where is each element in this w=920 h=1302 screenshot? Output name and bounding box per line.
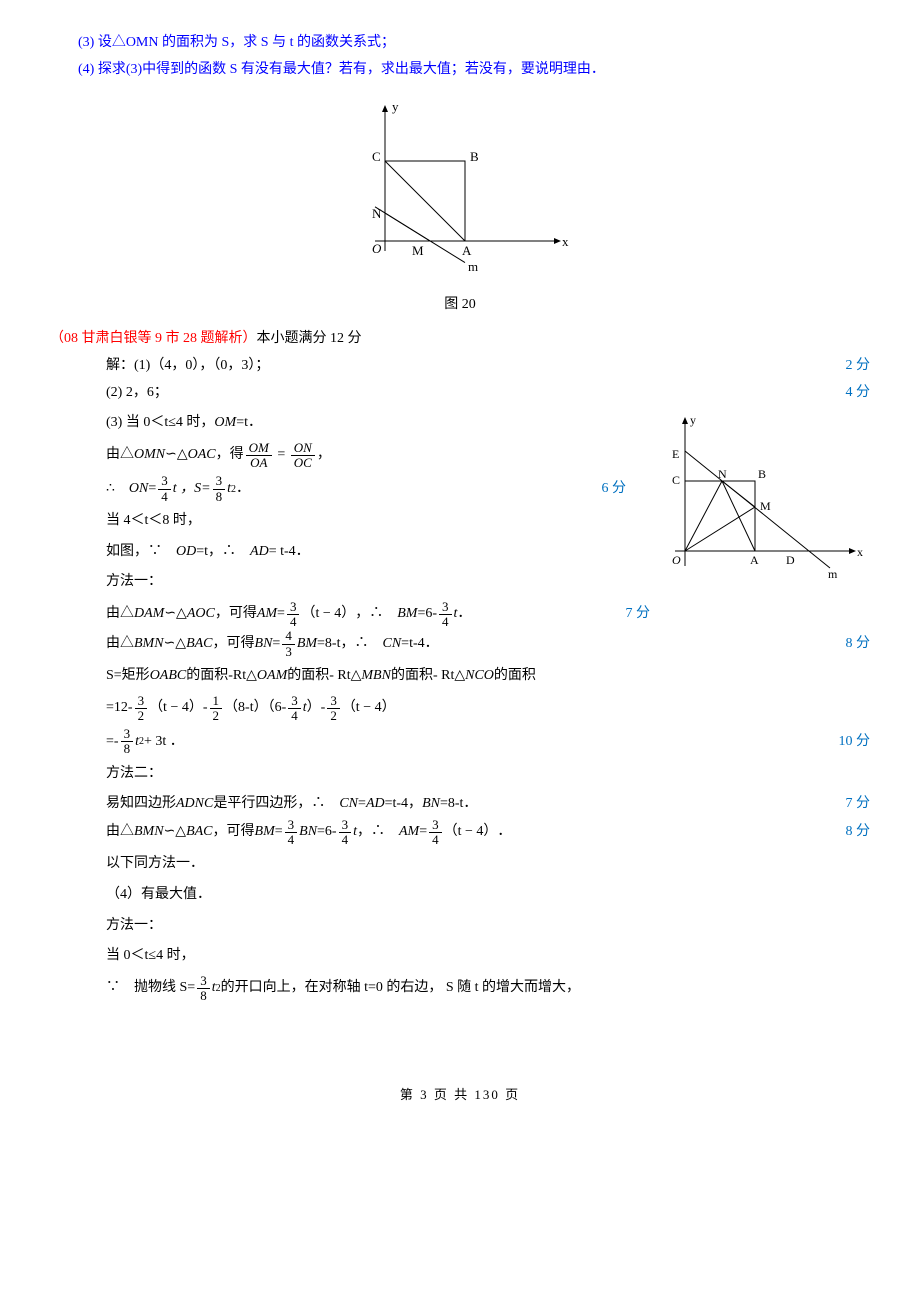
svg-text:B: B <box>758 467 766 481</box>
line-15: 当 0＜t≤4 时， <box>50 943 870 970</box>
solution-1: 解：(1)（4，0），（0，3）； 2 分 <box>50 353 870 380</box>
svg-text:M: M <box>412 243 424 258</box>
solution-3-similar: 由△OMN∽△OAC，得 OMOA = ONOC ， <box>50 441 650 471</box>
line-12: 易知四边形 ADNC 是平行四边形，∴ CN=AD=t-4， BN=8-t． 7… <box>50 791 870 818</box>
line-13: 由△BMN∽△BAC，可得 BM= 34 BN =6- 34 t ，∴ AM= … <box>50 818 870 848</box>
page-footer: 第 3 页 共 130 页 <box>50 1083 870 1108</box>
solution-3-case1: (3) 当 0＜t≤4 时，OM=t． <box>50 410 650 437</box>
line-14: 以下同方法一． <box>50 851 870 878</box>
score-7b: 7 分 <box>846 791 871 818</box>
svg-text:N: N <box>718 467 727 481</box>
line-16: ∵ 抛物线 S= 38 t2 的开口向上，在对称轴 t=0 的右边， S 随 t… <box>50 974 870 1004</box>
svg-text:A: A <box>750 553 759 567</box>
svg-text:O: O <box>672 553 681 567</box>
svg-text:x: x <box>857 545 863 559</box>
line-9: S=矩形 OABC 的面积-Rt△OAM 的面积- Rt△MBN 的面积- Rt… <box>50 663 870 690</box>
line-7: 由△DAM∽△AOC，可得 AM= 34 （t − 4），∴ BM=6- 34 … <box>50 600 650 630</box>
method-2-label: 方法二： <box>50 761 870 788</box>
score-6: 6 分 <box>602 476 627 503</box>
svg-text:M: M <box>760 499 771 513</box>
score-7: 7 分 <box>626 601 651 628</box>
score-10: 10 分 <box>839 729 871 756</box>
score-2: 2 分 <box>846 353 871 380</box>
svg-text:C: C <box>372 149 381 164</box>
line-11: =- 38 t2 + 3t ． 10 分 <box>50 727 870 757</box>
svg-text:A: A <box>462 243 472 258</box>
svg-text:m: m <box>468 259 478 274</box>
svg-text:x: x <box>562 234 569 249</box>
line-10: =12- 32 （t − 4） - 12 （8-t）（6- 34 t ）- 32… <box>50 694 870 724</box>
method-1b-label: 方法一： <box>50 913 870 940</box>
svg-text:C: C <box>672 473 680 487</box>
svg-text:B: B <box>470 149 479 164</box>
score-4: 4 分 <box>846 380 871 407</box>
solution-4: （4）有最大值． <box>50 882 870 909</box>
solution-3-od: 如图，∵ OD=t，∴ AD= t-4． <box>50 539 650 566</box>
line-8: 由△BMN∽△BAC，可得 BN= 43 BM =8-t，∴ CN=t-4． 8… <box>50 629 870 659</box>
figure-2: y x E C N B M O A D m <box>660 406 870 607</box>
figure-1-caption: 图 20 <box>330 292 590 319</box>
solution-3-on: ∴ ON= 34 t ，S= 38 t2 ． 6 分 <box>50 474 626 504</box>
svg-text:O: O <box>372 241 382 256</box>
svg-text:E: E <box>672 447 679 461</box>
figure-1: y x C B N O M A m 图 20 <box>50 91 870 318</box>
question-3: (3) 设△OMN 的面积为 S，求 S 与 t 的函数关系式； <box>50 30 870 57</box>
svg-text:m: m <box>828 567 838 581</box>
question-4: (4) 探求(3)中得到的函数 S 有没有最大值？若有，求出最大值；若没有，要说… <box>50 57 870 84</box>
solution-header: （08 甘肃白银等 9 市 28 题解析）本小题满分 12 分 <box>50 326 870 353</box>
score-8: 8 分 <box>846 631 871 658</box>
solution-3-case2: 当 4＜t＜8 时， <box>50 508 650 535</box>
score-8b: 8 分 <box>846 819 871 846</box>
solution-2: (2) 2，6； 4 分 <box>50 380 870 407</box>
svg-text:y: y <box>690 413 696 427</box>
svg-text:y: y <box>392 99 399 114</box>
method-1-label: 方法一： <box>50 569 650 596</box>
svg-text:N: N <box>372 206 382 221</box>
svg-text:D: D <box>786 553 795 567</box>
